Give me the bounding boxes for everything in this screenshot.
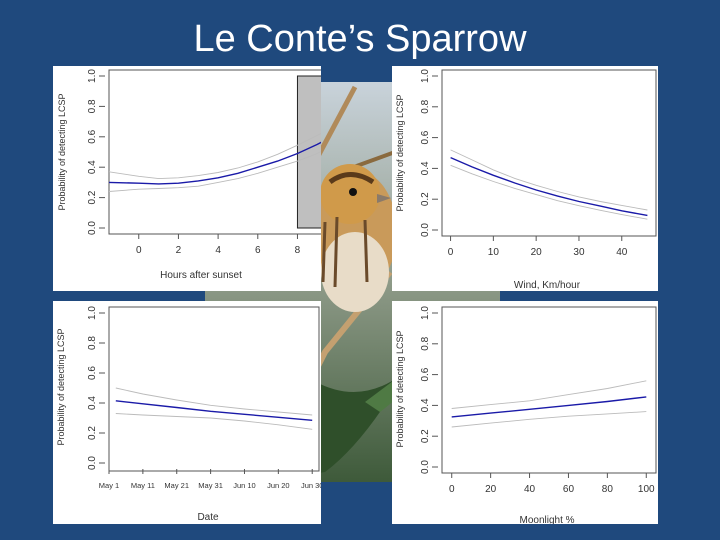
y-tick-label: 0.2 bbox=[87, 426, 98, 440]
y-tick-label: 0.8 bbox=[87, 99, 98, 113]
y-axis-label: Probability of detecting LCSP bbox=[57, 93, 67, 210]
x-tick-label: 20 bbox=[485, 484, 497, 495]
x-axis-label: Date bbox=[197, 512, 219, 523]
y-tick-label: 0.6 bbox=[87, 366, 98, 380]
confidence-band-upper bbox=[115, 387, 313, 416]
x-tick-label: May 1 bbox=[99, 481, 119, 490]
x-tick-label: 40 bbox=[616, 247, 628, 258]
x-tick-label: 60 bbox=[563, 484, 575, 495]
y-tick-label: 0.8 bbox=[420, 336, 431, 350]
chart-wind-svg: 0.0 0.2 0.4 0.6 0.8 1.0 0 10 20 30 40 Wind, Km/hou… bbox=[395, 69, 657, 291]
x-tick-label: 8 bbox=[295, 245, 301, 256]
slide-title: Le Conte’s Sparrow bbox=[193, 18, 527, 60]
confidence-band-lower bbox=[108, 151, 321, 192]
chart-hours-svg: 0.00.20.40.60.81.00246810 Hours after su… bbox=[57, 69, 321, 281]
x-tick-label: Jun 30 bbox=[301, 481, 321, 490]
y-tick-label: 1.0 bbox=[420, 69, 431, 83]
y-tick-label: 1.0 bbox=[87, 306, 98, 320]
y-tick-label: 1.0 bbox=[420, 306, 431, 320]
y-tick-label: 0.2 bbox=[420, 429, 431, 443]
chart-hours-after-sunset: 0.00.20.40.60.81.00246810 Hours after su… bbox=[53, 66, 321, 291]
x-tick-label: 10 bbox=[488, 247, 500, 258]
x-axis-label: Wind, Km/hour bbox=[514, 280, 581, 291]
y-tick-label: 0.0 bbox=[87, 456, 98, 470]
x-tick-label: 100 bbox=[638, 484, 655, 495]
x-tick-label: 80 bbox=[602, 484, 614, 495]
x-axis-label: Hours after sunset bbox=[160, 270, 242, 281]
chart-date: 0.0 0.2 0.4 0.6 0.8 1.0 May 1 May 11 May 21 May 3… bbox=[53, 301, 321, 524]
x-tick-label: 2 bbox=[176, 245, 182, 256]
confidence-band-upper bbox=[450, 149, 648, 211]
y-tick-label: 0.6 bbox=[420, 367, 431, 381]
plot-frame bbox=[108, 306, 320, 472]
y-axis-label: Probability of detecting LCSP bbox=[395, 330, 405, 447]
chart-moonlight: 0.0 0.2 0.4 0.6 0.8 1.0 0 20 40 60 80 100 Moonlight… bbox=[392, 301, 658, 524]
x-axis-label: Moonlight % bbox=[519, 515, 574, 524]
x-tick-label: 20 bbox=[531, 247, 543, 258]
x-tick-label: 0 bbox=[449, 484, 455, 495]
y-tick-label: 0.0 bbox=[87, 221, 98, 235]
y-axis-label: Probability of detecting LCSP bbox=[56, 328, 66, 445]
x-tick-label: Jun 10 bbox=[233, 481, 256, 490]
confidence-band-lower bbox=[115, 413, 313, 430]
x-tick-label: Jun 20 bbox=[267, 481, 290, 490]
y-tick-label: 1.0 bbox=[87, 69, 98, 83]
y-tick-label: 0.0 bbox=[420, 223, 431, 237]
estimate-line bbox=[450, 156, 648, 217]
y-tick-label: 0.4 bbox=[420, 161, 431, 175]
x-tick-label: 30 bbox=[573, 247, 585, 258]
x-tick-label: May 11 bbox=[131, 481, 155, 490]
x-tick-label: May 21 bbox=[164, 481, 189, 490]
y-tick-label: 0.4 bbox=[420, 398, 431, 412]
x-tick-label: 0 bbox=[448, 247, 454, 258]
y-tick-label: 0.6 bbox=[420, 130, 431, 144]
x-tick-label: 6 bbox=[255, 245, 261, 256]
y-tick-label: 0.8 bbox=[87, 336, 98, 350]
x-tick-label: May 31 bbox=[198, 481, 223, 490]
y-tick-label: 0.0 bbox=[420, 460, 431, 474]
shaded-region bbox=[296, 75, 321, 229]
y-tick-label: 0.6 bbox=[87, 129, 98, 143]
estimate-line bbox=[115, 400, 313, 421]
y-tick-label: 0.4 bbox=[87, 160, 98, 174]
plot-frame bbox=[441, 306, 657, 474]
y-axis-label: Probability of detecting LCSP bbox=[395, 94, 405, 211]
confidence-band-lower bbox=[451, 411, 647, 428]
x-tick-label: 40 bbox=[524, 484, 536, 495]
y-tick-label: 0.2 bbox=[87, 190, 98, 204]
estimate-line bbox=[451, 396, 647, 418]
plot-frame bbox=[441, 69, 657, 237]
chart-date-svg: 0.0 0.2 0.4 0.6 0.8 1.0 May 1 May 11 May 21 May 3… bbox=[56, 306, 321, 523]
y-tick-label: 0.2 bbox=[420, 192, 431, 206]
chart-wind: 0.0 0.2 0.4 0.6 0.8 1.0 0 10 20 30 40 Wind, Km/hou… bbox=[392, 66, 658, 291]
plot-frame bbox=[108, 69, 321, 235]
y-tick-label: 0.4 bbox=[87, 396, 98, 410]
confidence-band-upper bbox=[451, 380, 647, 409]
x-tick-label: 0 bbox=[136, 245, 142, 256]
chart-moonlight-svg: 0.0 0.2 0.4 0.6 0.8 1.0 0 20 40 60 80 100 Moonlight… bbox=[395, 306, 657, 524]
estimate-line bbox=[108, 141, 321, 185]
confidence-band-upper bbox=[108, 133, 321, 180]
y-tick-label: 0.8 bbox=[420, 99, 431, 113]
x-tick-label: 4 bbox=[215, 245, 221, 256]
confidence-band-lower bbox=[450, 164, 648, 220]
